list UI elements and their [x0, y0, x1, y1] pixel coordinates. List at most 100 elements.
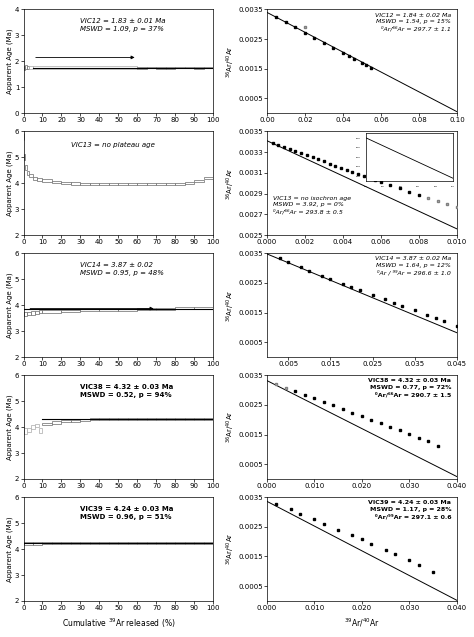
Bar: [204, 67, 213, 68]
Bar: [43, 542, 52, 545]
X-axis label: Cumulative $^{39}$Ar released (%): Cumulative $^{39}$Ar released (%): [62, 617, 175, 630]
Bar: [81, 183, 90, 185]
Bar: [33, 542, 43, 545]
Bar: [71, 541, 81, 543]
Bar: [109, 541, 118, 543]
Bar: [24, 66, 26, 70]
Bar: [128, 183, 137, 185]
Text: VIC13 = no isochron age
MSWD = 3.92, p = 0%
⁰Ar/⁶⁶Ar = 293.8 ± 0.5: VIC13 = no isochron age MSWD = 3.92, p =…: [273, 196, 351, 215]
Bar: [62, 420, 71, 422]
Bar: [137, 308, 156, 310]
Bar: [31, 426, 35, 429]
Bar: [29, 174, 33, 177]
Bar: [194, 67, 204, 69]
Bar: [100, 418, 109, 420]
Bar: [52, 542, 62, 544]
Bar: [137, 67, 147, 69]
Bar: [204, 541, 213, 543]
Bar: [185, 182, 194, 184]
Y-axis label: Apparent Age (Ma): Apparent Age (Ma): [7, 273, 13, 338]
Bar: [71, 420, 81, 422]
Text: VIC39 = 4.24 ± 0.03 Ma
MSWD = 0.96, p = 51%: VIC39 = 4.24 ± 0.03 Ma MSWD = 0.96, p = …: [81, 506, 174, 520]
Bar: [24, 429, 27, 434]
Bar: [39, 310, 43, 313]
Bar: [118, 541, 128, 543]
Bar: [100, 183, 109, 185]
Bar: [194, 418, 204, 420]
Bar: [137, 183, 147, 185]
Y-axis label: $^{36}$Ar/$^{40}$Ar: $^{36}$Ar/$^{40}$Ar: [225, 289, 237, 322]
Bar: [100, 309, 118, 311]
Bar: [27, 66, 29, 69]
Bar: [62, 310, 81, 312]
Bar: [156, 541, 166, 543]
Bar: [62, 182, 71, 183]
Bar: [27, 171, 29, 175]
Bar: [147, 67, 156, 68]
Bar: [33, 176, 37, 180]
Bar: [166, 67, 175, 69]
Bar: [175, 418, 185, 420]
Text: VIC12 = 1.84 ± 0.02 Ma
MSWD = 1.54, p = 15%
⁰Ar/⁶⁶Ar = 297.7 ± 1.1: VIC12 = 1.84 ± 0.02 Ma MSWD = 1.54, p = …: [375, 13, 451, 31]
Bar: [43, 180, 52, 182]
Bar: [137, 418, 147, 420]
Bar: [24, 132, 25, 141]
Bar: [90, 419, 100, 420]
Y-axis label: Apparent Age (Ma): Apparent Age (Ma): [7, 150, 13, 216]
Y-axis label: Apparent Age (Ma): Apparent Age (Ma): [7, 394, 13, 460]
Bar: [24, 542, 33, 545]
Bar: [156, 417, 166, 420]
Bar: [24, 312, 27, 317]
Bar: [147, 183, 156, 185]
Bar: [175, 541, 185, 543]
Bar: [185, 417, 194, 420]
Bar: [175, 67, 185, 68]
Bar: [194, 180, 204, 182]
Bar: [156, 67, 166, 69]
Bar: [156, 308, 175, 310]
Bar: [118, 418, 128, 420]
Bar: [175, 183, 185, 185]
Y-axis label: $^{36}$Ar/$^{40}$Ar: $^{36}$Ar/$^{40}$Ar: [225, 45, 237, 78]
Bar: [185, 67, 194, 68]
Y-axis label: $^{36}$Ar/$^{40}$Ar: $^{36}$Ar/$^{40}$Ar: [225, 411, 237, 443]
Bar: [109, 418, 118, 420]
Bar: [194, 307, 213, 310]
Bar: [81, 310, 100, 311]
Bar: [100, 541, 109, 543]
X-axis label: $^{39}$Ar/$^{40}$Ar: $^{39}$Ar/$^{40}$Ar: [344, 617, 380, 629]
Bar: [118, 183, 128, 185]
Bar: [27, 427, 31, 432]
Bar: [166, 183, 175, 185]
Text: VIC39 = 4.24 ± 0.03 Ma
MSWD = 1.17, p = 28%
⁰Ar/⁹⁹Ar = 297.1 ± 0.6: VIC39 = 4.24 ± 0.03 Ma MSWD = 1.17, p = …: [368, 500, 451, 519]
Bar: [128, 417, 137, 420]
Bar: [128, 541, 137, 543]
Bar: [90, 183, 100, 185]
Bar: [81, 541, 90, 543]
Bar: [43, 310, 62, 313]
Bar: [25, 154, 26, 161]
Bar: [52, 181, 62, 183]
Bar: [62, 542, 71, 544]
Text: VIC13 = no plateau age: VIC13 = no plateau age: [71, 142, 155, 148]
Bar: [39, 427, 43, 433]
Bar: [26, 165, 27, 170]
Bar: [90, 541, 100, 543]
Bar: [166, 541, 175, 543]
Bar: [31, 311, 35, 315]
Bar: [147, 541, 156, 543]
Y-axis label: $^{36}$Ar/$^{40}$Ar: $^{36}$Ar/$^{40}$Ar: [224, 167, 237, 199]
Bar: [26, 66, 27, 69]
Text: VIC38 = 4.32 ± 0.03 Ma
MSWD = 0.77, p = 72%
⁰Ar/⁶⁶Ar = 290.7 ± 1.5: VIC38 = 4.32 ± 0.03 Ma MSWD = 0.77, p = …: [368, 378, 451, 397]
Bar: [71, 182, 81, 185]
Bar: [27, 311, 31, 315]
Bar: [33, 66, 137, 69]
Bar: [37, 178, 43, 181]
Bar: [204, 418, 213, 420]
Y-axis label: $^{36}$Ar/$^{40}$Ar: $^{36}$Ar/$^{40}$Ar: [225, 533, 237, 566]
Bar: [185, 541, 194, 543]
Bar: [35, 311, 39, 314]
Bar: [156, 183, 166, 185]
Bar: [147, 418, 156, 420]
Text: VIC12 = 1.83 ± 0.01 Ma
MSWD = 1.09, p = 37%: VIC12 = 1.83 ± 0.01 Ma MSWD = 1.09, p = …: [81, 18, 166, 32]
